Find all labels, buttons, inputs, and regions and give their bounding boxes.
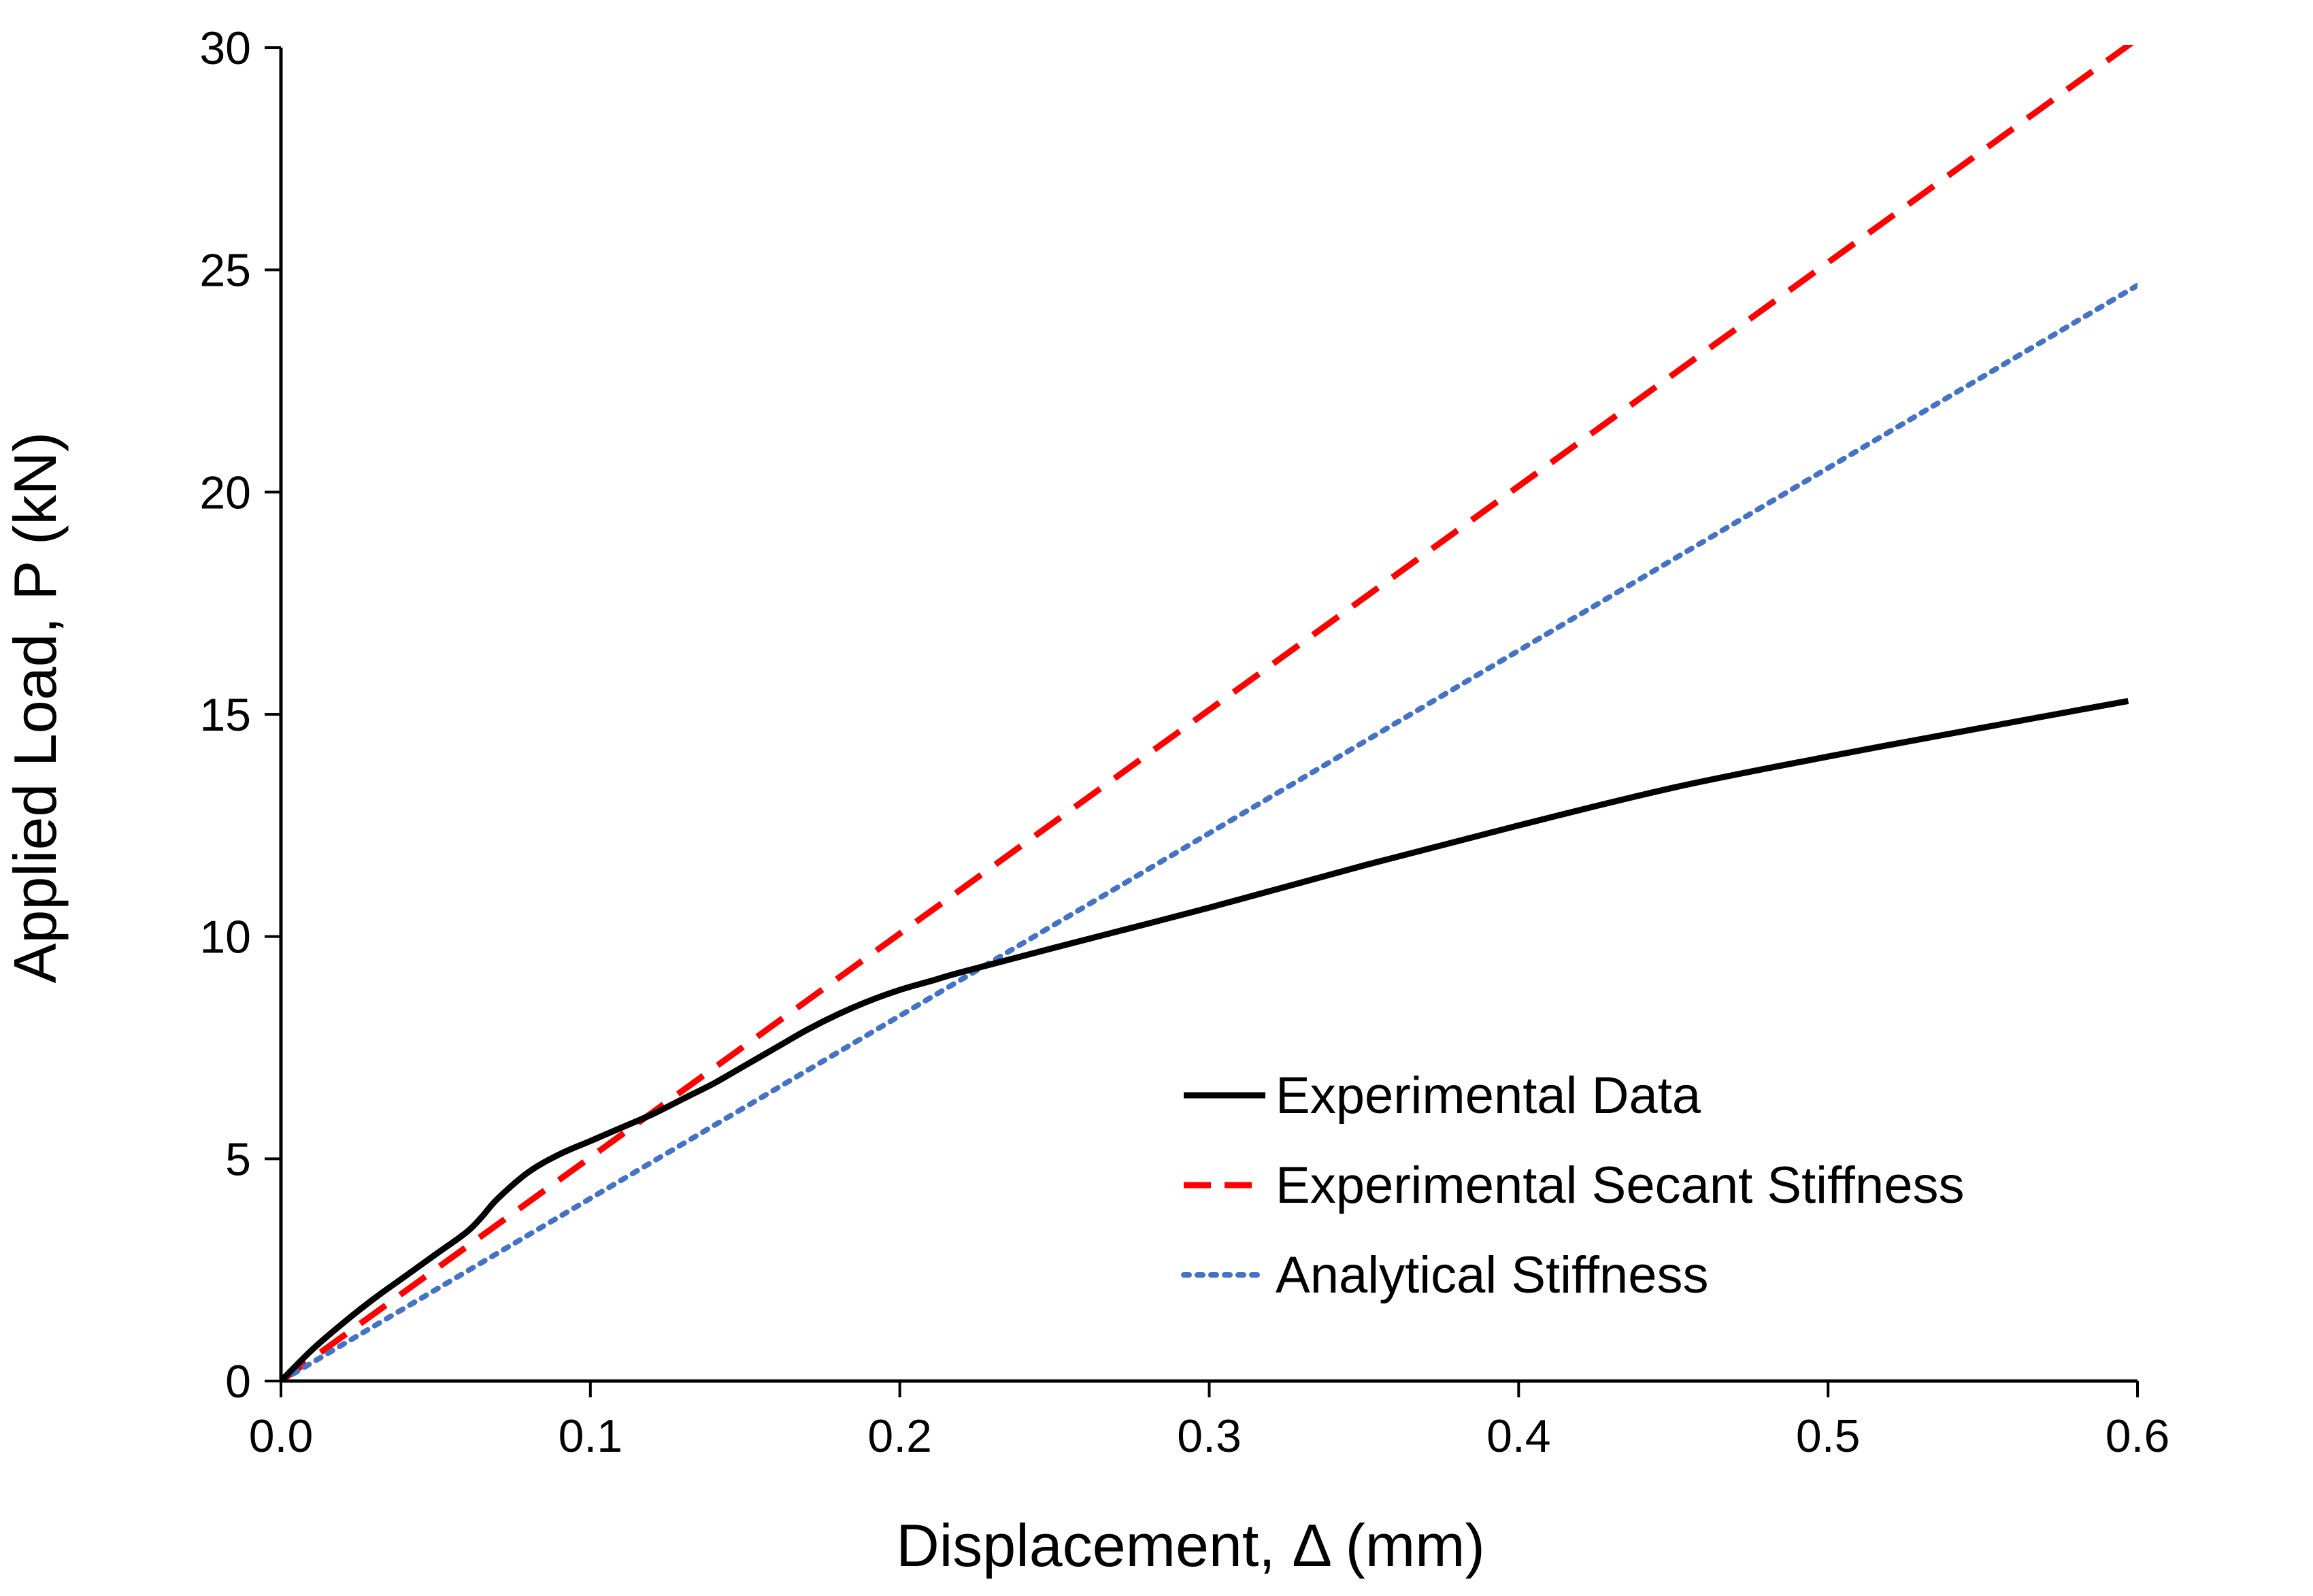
y-tick-label: 5	[225, 1133, 251, 1185]
x-axis-title: Displacement, Δ (mm)	[896, 1512, 1485, 1579]
y-tick-label: 25	[199, 245, 251, 297]
series-line-experimental-data	[281, 697, 2129, 1381]
y-axis-title: Applied Load, P (kN)	[1, 432, 69, 983]
x-tick-label: 0.2	[867, 1410, 932, 1462]
x-tick-label: 0.1	[559, 1410, 623, 1462]
x-tick-label: 0.3	[1177, 1410, 1242, 1462]
y-tick-label: 30	[199, 22, 251, 74]
series-line-analytical-stiffness	[281, 282, 2137, 1381]
legend-label: Analytical Stiffness	[1276, 1246, 1708, 1304]
y-tick-label: 10	[199, 912, 251, 963]
y-tick-label: 20	[199, 467, 251, 518]
series-layer	[281, 45, 2137, 1381]
ticks: 0.0 0.1 0.2 0.3 0.4 0.5 0.6 0 5 10 15 20 25 30	[199, 22, 2169, 1462]
series-line-experimental-secant-stiffness	[281, 45, 2135, 1381]
legend-label: Experimental Secant Stiffness	[1276, 1157, 1964, 1214]
x-tick-label: 0.6	[2106, 1410, 2170, 1462]
y-tick-label: 0	[225, 1356, 251, 1408]
legend-label: Experimental Data	[1276, 1067, 1701, 1125]
legend: Experimental Data Experimental Secant Sti…	[1181, 1067, 1964, 1304]
y-tick-label: 15	[199, 689, 251, 741]
x-tick-label: 0.4	[1486, 1410, 1551, 1462]
x-tick-label: 0.5	[1796, 1410, 1861, 1462]
x-tick-label: 0.0	[249, 1410, 314, 1462]
